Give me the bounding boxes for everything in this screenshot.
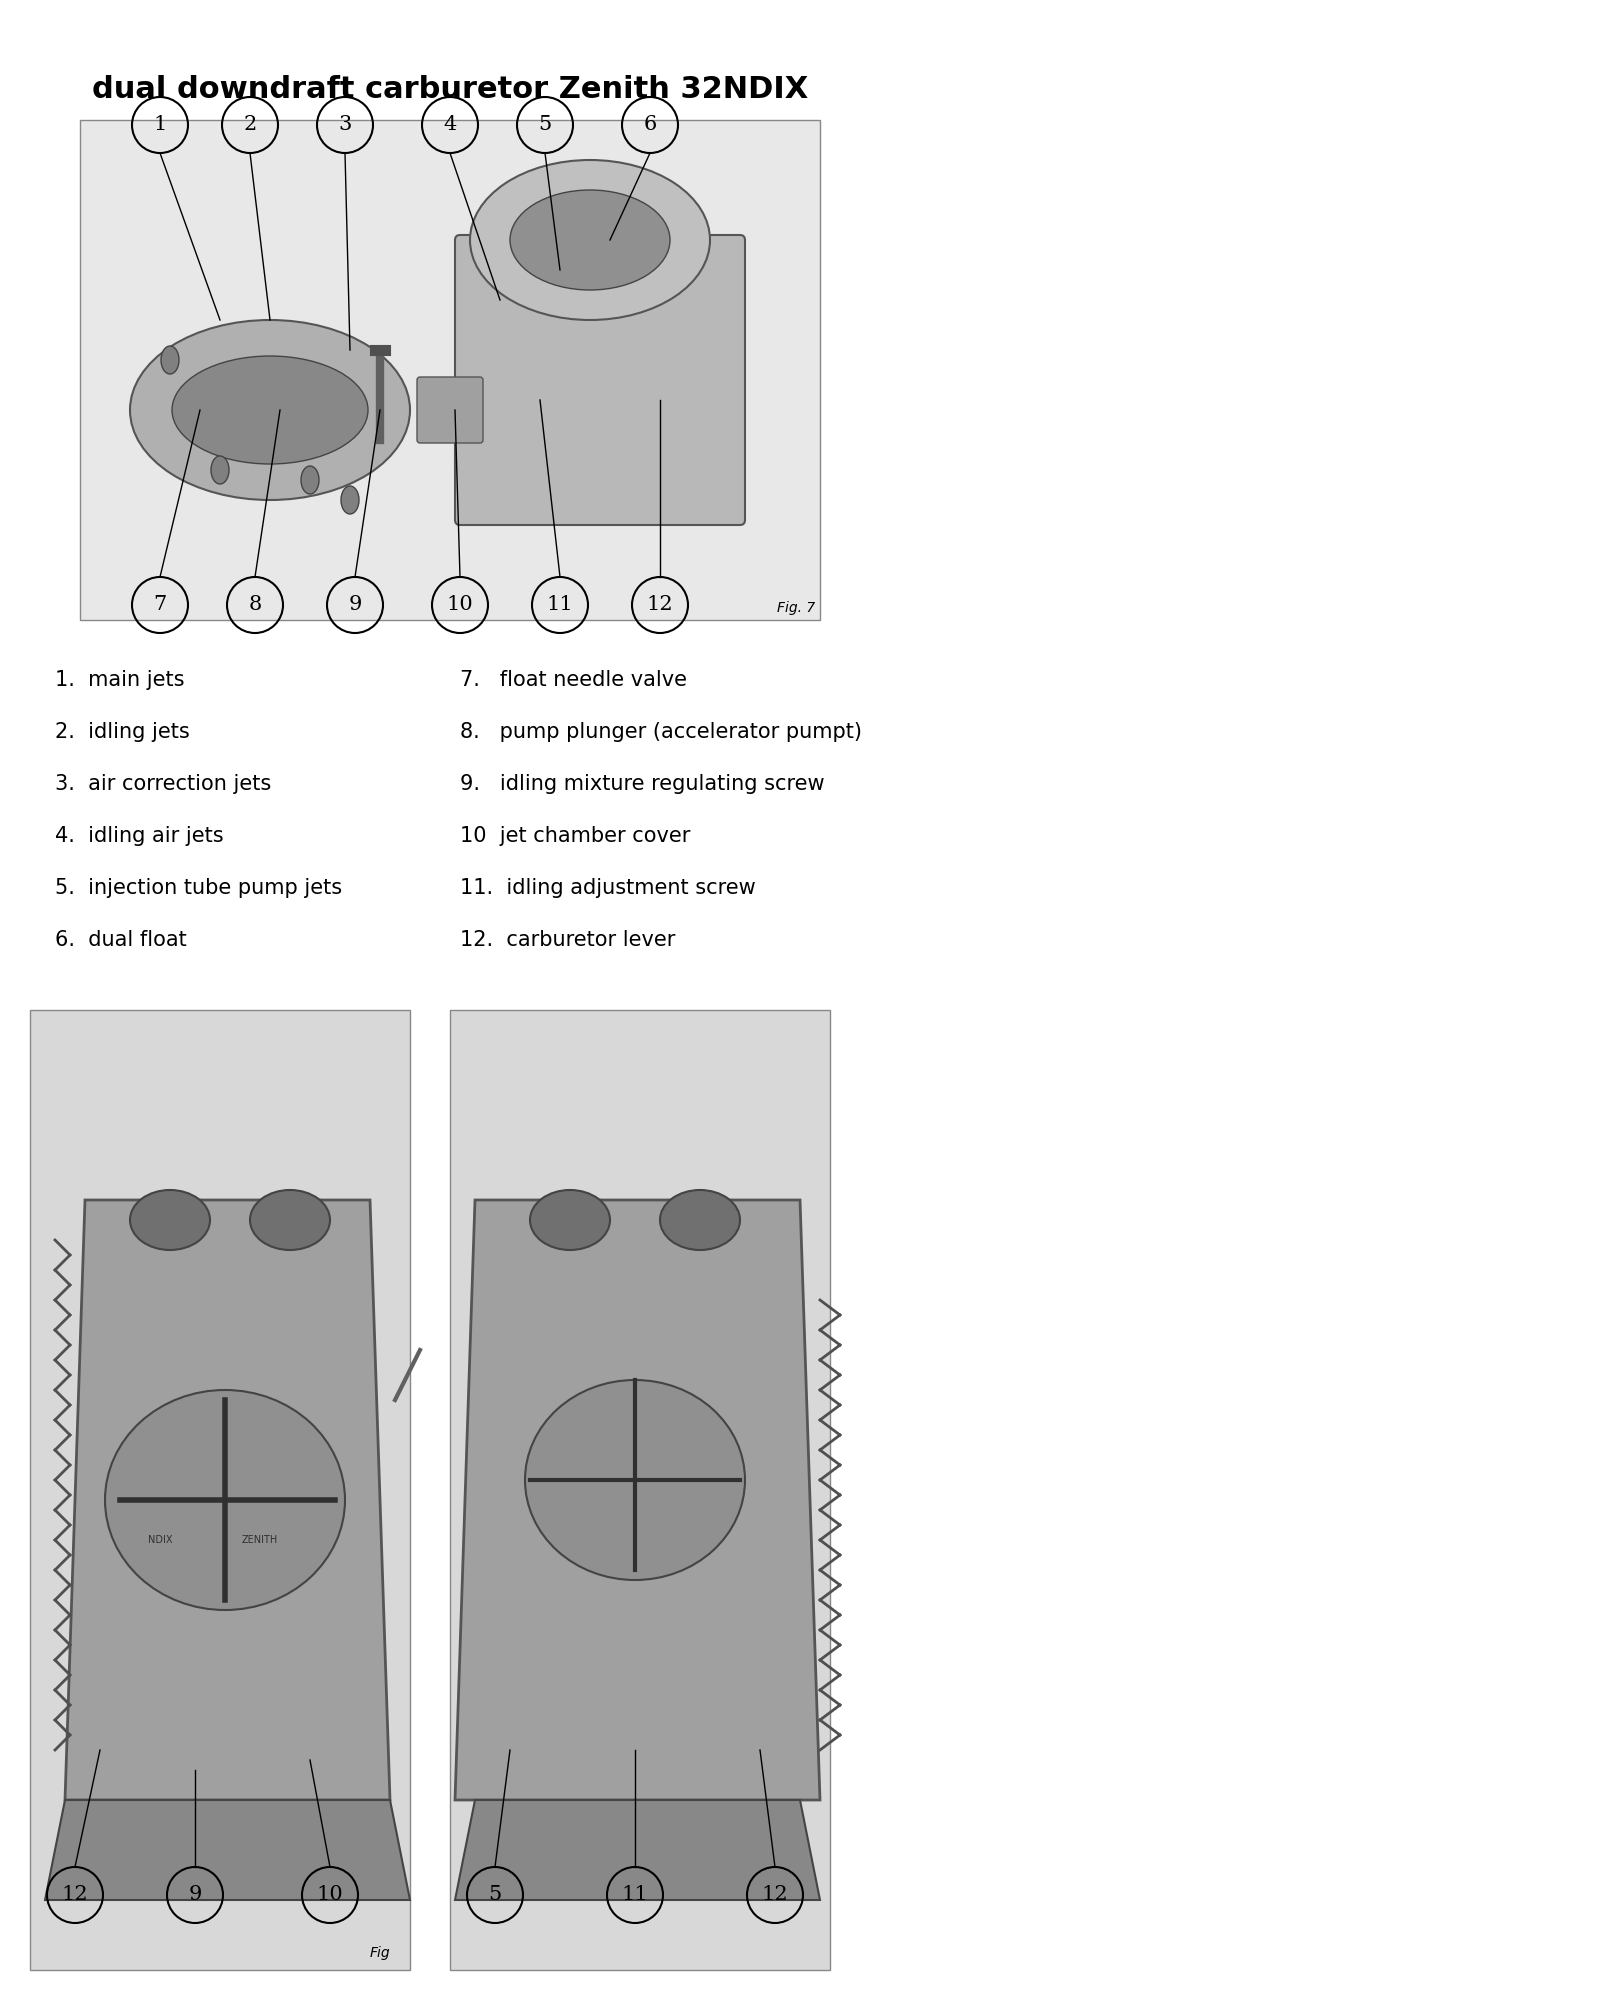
Polygon shape [45, 1800, 410, 1900]
FancyBboxPatch shape [454, 234, 746, 524]
Ellipse shape [130, 1190, 210, 1250]
Ellipse shape [162, 346, 179, 374]
Text: dual downdraft carburetor Zenith 32NDIX: dual downdraft carburetor Zenith 32NDIX [91, 76, 808, 104]
Ellipse shape [250, 1190, 330, 1250]
Ellipse shape [130, 320, 410, 500]
Text: 4.  idling air jets: 4. idling air jets [54, 826, 224, 846]
Ellipse shape [530, 1190, 610, 1250]
Ellipse shape [301, 466, 318, 494]
Text: 12.  carburetor lever: 12. carburetor lever [461, 930, 675, 950]
Text: 7.   float needle valve: 7. float needle valve [461, 670, 686, 690]
Text: 3.  air correction jets: 3. air correction jets [54, 774, 272, 794]
Polygon shape [454, 1800, 819, 1900]
Text: 10: 10 [317, 1886, 344, 1904]
Text: 11: 11 [547, 596, 573, 614]
Text: 9: 9 [189, 1886, 202, 1904]
Text: 7: 7 [154, 596, 166, 614]
Text: 5.  injection tube pump jets: 5. injection tube pump jets [54, 878, 342, 898]
Polygon shape [66, 1200, 390, 1800]
Ellipse shape [341, 486, 358, 514]
Text: 11: 11 [622, 1886, 648, 1904]
FancyBboxPatch shape [80, 120, 819, 620]
Text: 10: 10 [446, 596, 474, 614]
Text: 2: 2 [243, 116, 256, 134]
Text: 2.  idling jets: 2. idling jets [54, 722, 190, 742]
Text: 1: 1 [154, 116, 166, 134]
Ellipse shape [173, 356, 368, 464]
Text: 8: 8 [248, 596, 262, 614]
Text: 12: 12 [646, 596, 674, 614]
Text: Fig: Fig [370, 1946, 390, 1960]
Text: 5: 5 [488, 1886, 502, 1904]
Text: 11.  idling adjustment screw: 11. idling adjustment screw [461, 878, 755, 898]
FancyBboxPatch shape [30, 1010, 410, 1970]
Text: 9.   idling mixture regulating screw: 9. idling mixture regulating screw [461, 774, 824, 794]
Ellipse shape [211, 456, 229, 484]
Text: 10  jet chamber cover: 10 jet chamber cover [461, 826, 690, 846]
FancyBboxPatch shape [418, 376, 483, 444]
Text: NDIX: NDIX [147, 1536, 173, 1544]
Ellipse shape [106, 1390, 346, 1610]
Text: 12: 12 [762, 1886, 789, 1904]
Text: 8.   pump plunger (accelerator pumpt): 8. pump plunger (accelerator pumpt) [461, 722, 862, 742]
Polygon shape [454, 1200, 819, 1800]
Text: 6: 6 [643, 116, 656, 134]
Text: 5: 5 [538, 116, 552, 134]
Ellipse shape [470, 160, 710, 320]
Ellipse shape [510, 190, 670, 290]
FancyBboxPatch shape [450, 1010, 830, 1970]
Text: 6.  dual float: 6. dual float [54, 930, 187, 950]
Text: Fig. 7: Fig. 7 [776, 600, 814, 616]
Text: 1.  main jets: 1. main jets [54, 670, 184, 690]
Text: 12: 12 [62, 1886, 88, 1904]
Text: ZENITH: ZENITH [242, 1536, 278, 1544]
Text: 3: 3 [338, 116, 352, 134]
Ellipse shape [525, 1380, 746, 1580]
Text: 4: 4 [443, 116, 456, 134]
Ellipse shape [661, 1190, 739, 1250]
Text: 9: 9 [349, 596, 362, 614]
